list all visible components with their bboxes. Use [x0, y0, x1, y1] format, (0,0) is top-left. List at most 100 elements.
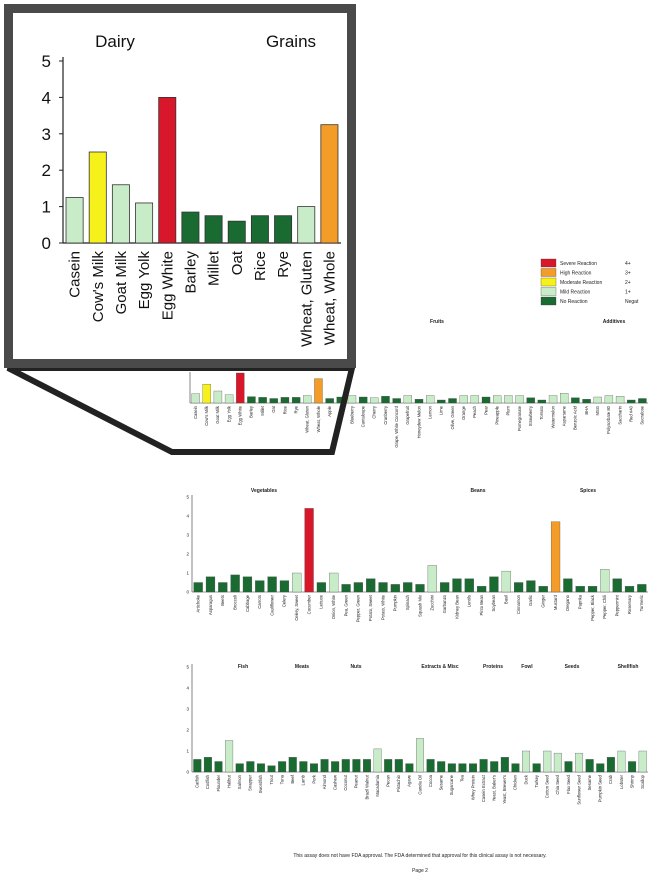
y-tick-label: 3 [186, 707, 189, 712]
x-tick-label: Cotton Seed [545, 774, 550, 798]
bar [213, 390, 223, 404]
x-tick-label: Honeydew Melon [416, 405, 421, 438]
x-tick-label: Goat Milk [215, 405, 220, 424]
group-label: Extracts & Misc [421, 664, 458, 670]
bar [564, 761, 573, 773]
x-tick-label: Cabbage [245, 594, 250, 612]
bar [250, 215, 269, 244]
x-tick-label: Beef [290, 774, 295, 783]
bar [628, 761, 637, 773]
bar [470, 395, 480, 404]
x-tick-label: Canola Oil [417, 775, 422, 795]
x-tick-label: Sesame [587, 774, 592, 790]
group-label: Fruits [430, 319, 444, 325]
x-tick-label: Wheat, Gluten [298, 251, 315, 347]
x-tick-label: Pea, Green [343, 594, 348, 616]
bar [378, 582, 388, 593]
bar [582, 399, 591, 404]
bar [325, 398, 334, 404]
legend-swatch [540, 268, 557, 277]
x-tick-label: Cinnamon [516, 594, 521, 614]
bar [341, 584, 351, 593]
chart-panel-vegetables-beans-spices: 0 1 2 3 4 5 Vegetables Beans Spices Artichoke Aspa… [186, 488, 648, 622]
x-tick-label: Pear [483, 405, 488, 414]
bar [571, 397, 580, 404]
bar [403, 582, 413, 593]
x-tick-label: Cow's Milk [204, 405, 209, 426]
x-tick-label: Rosemary [627, 594, 632, 614]
x-tick-label: Benzoic Acid [573, 405, 578, 430]
bar [224, 394, 234, 404]
bar [358, 396, 368, 404]
bar [390, 584, 400, 593]
x-tick-label: Sucralose [640, 405, 645, 424]
x-tick-label: Almond [322, 774, 327, 789]
x-tick-label: Pepper, Chili [602, 595, 607, 619]
group-label: Vegetables [251, 488, 277, 494]
x-tick-label: Lime [439, 405, 444, 415]
bar [269, 398, 278, 404]
bar [267, 576, 277, 593]
x-tick-label: Grapefruit [405, 405, 410, 424]
bar [111, 184, 130, 244]
bar [427, 565, 437, 593]
bar [274, 215, 293, 244]
x-tick-label: Crab [608, 774, 613, 784]
bar [416, 738, 424, 773]
x-tick-label: Rye [275, 251, 292, 278]
bar [490, 761, 499, 773]
x-tick-label: Plum [506, 405, 511, 415]
bar [447, 763, 456, 773]
x-tick-label: Garbanzo [442, 594, 447, 613]
bar [292, 572, 302, 593]
bar [329, 572, 339, 593]
group-label: Fowl [521, 664, 533, 670]
x-tick-label: Ginger [541, 594, 546, 607]
bar [303, 395, 312, 404]
bar [65, 197, 84, 244]
bar [553, 752, 562, 773]
y-tick-label: 3 [42, 125, 51, 144]
x-tick-label: Rice [252, 251, 269, 281]
x-tick-label: Paprika [578, 594, 583, 609]
x-tick-label: Pepper, Green [356, 594, 361, 622]
y-tick-label: 2 [186, 728, 189, 733]
bar [612, 578, 622, 593]
x-tick-label: Basil [504, 595, 509, 604]
y-tick-label: 0 [186, 590, 189, 595]
group-label: Seeds [565, 664, 580, 670]
x-tick-label: Lettuce [319, 594, 324, 608]
bar [331, 761, 340, 773]
x-tick-label: Wheat, Gluten [305, 405, 310, 432]
y-tick-label: 5 [186, 495, 189, 500]
x-tick-label: Pumpkin Seed [598, 774, 603, 802]
x-tick-label: Cow's Milk [90, 251, 107, 323]
bar [414, 399, 424, 404]
x-tick-label: Egg White [238, 405, 243, 425]
x-tick-label: Whey Protein [470, 774, 475, 800]
bar [459, 395, 468, 404]
bar [415, 584, 425, 593]
bar [637, 584, 647, 593]
x-tick-label: Millet [206, 250, 223, 286]
bar [205, 576, 216, 593]
bar [320, 124, 339, 244]
legend-range: Negat [625, 299, 639, 305]
x-tick-label: Cauliflower [269, 594, 274, 615]
y-tick-label: 2 [42, 161, 51, 180]
bar [258, 397, 267, 404]
bar [381, 396, 390, 404]
x-tick-label: Peanut [354, 774, 359, 788]
bar [181, 211, 200, 244]
bar [587, 586, 598, 593]
x-tick-label: Watermelon [550, 405, 555, 428]
bar [352, 759, 361, 773]
x-tick-label: Egg Yolk [136, 251, 153, 310]
x-tick-label: Pumpkin [393, 594, 398, 611]
x-tick-label: Cashew [332, 774, 337, 790]
bar [392, 398, 401, 404]
bar [291, 397, 301, 404]
legend-swatch [540, 287, 557, 296]
x-tick-label: Tea [460, 774, 465, 781]
legend: Severe Reaction 4+ High Reaction 3+ Moderate… [540, 258, 639, 306]
